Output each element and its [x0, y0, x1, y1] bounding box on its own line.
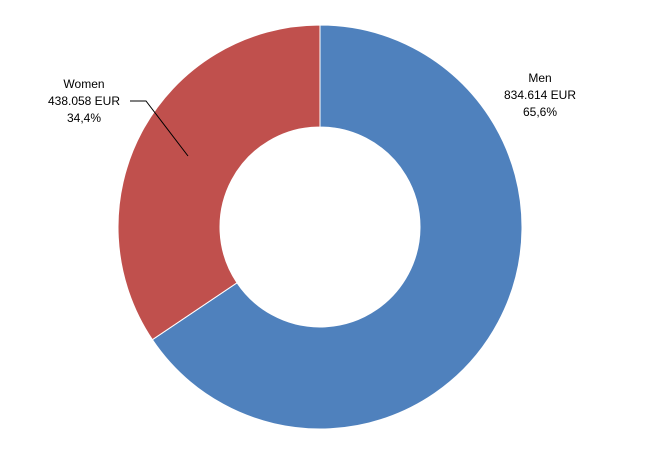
data-label-women-name: Women [63, 77, 104, 91]
data-label-men-percent: 65,6% [523, 105, 557, 119]
data-label-men-value: 834.614 EUR [504, 88, 576, 102]
slice-men [151, 24, 523, 430]
slices-group [117, 24, 523, 430]
data-label-women-percent: 34,4% [67, 111, 101, 125]
data-label-women-value: 438.058 EUR [48, 94, 120, 108]
labels-group: Men 834.614 EUR 65,6% Women 438.058 EUR 34,4% [48, 71, 576, 157]
slice-women [117, 24, 321, 341]
data-label-men-name: Men [528, 71, 551, 85]
leader-line-women [130, 100, 189, 157]
